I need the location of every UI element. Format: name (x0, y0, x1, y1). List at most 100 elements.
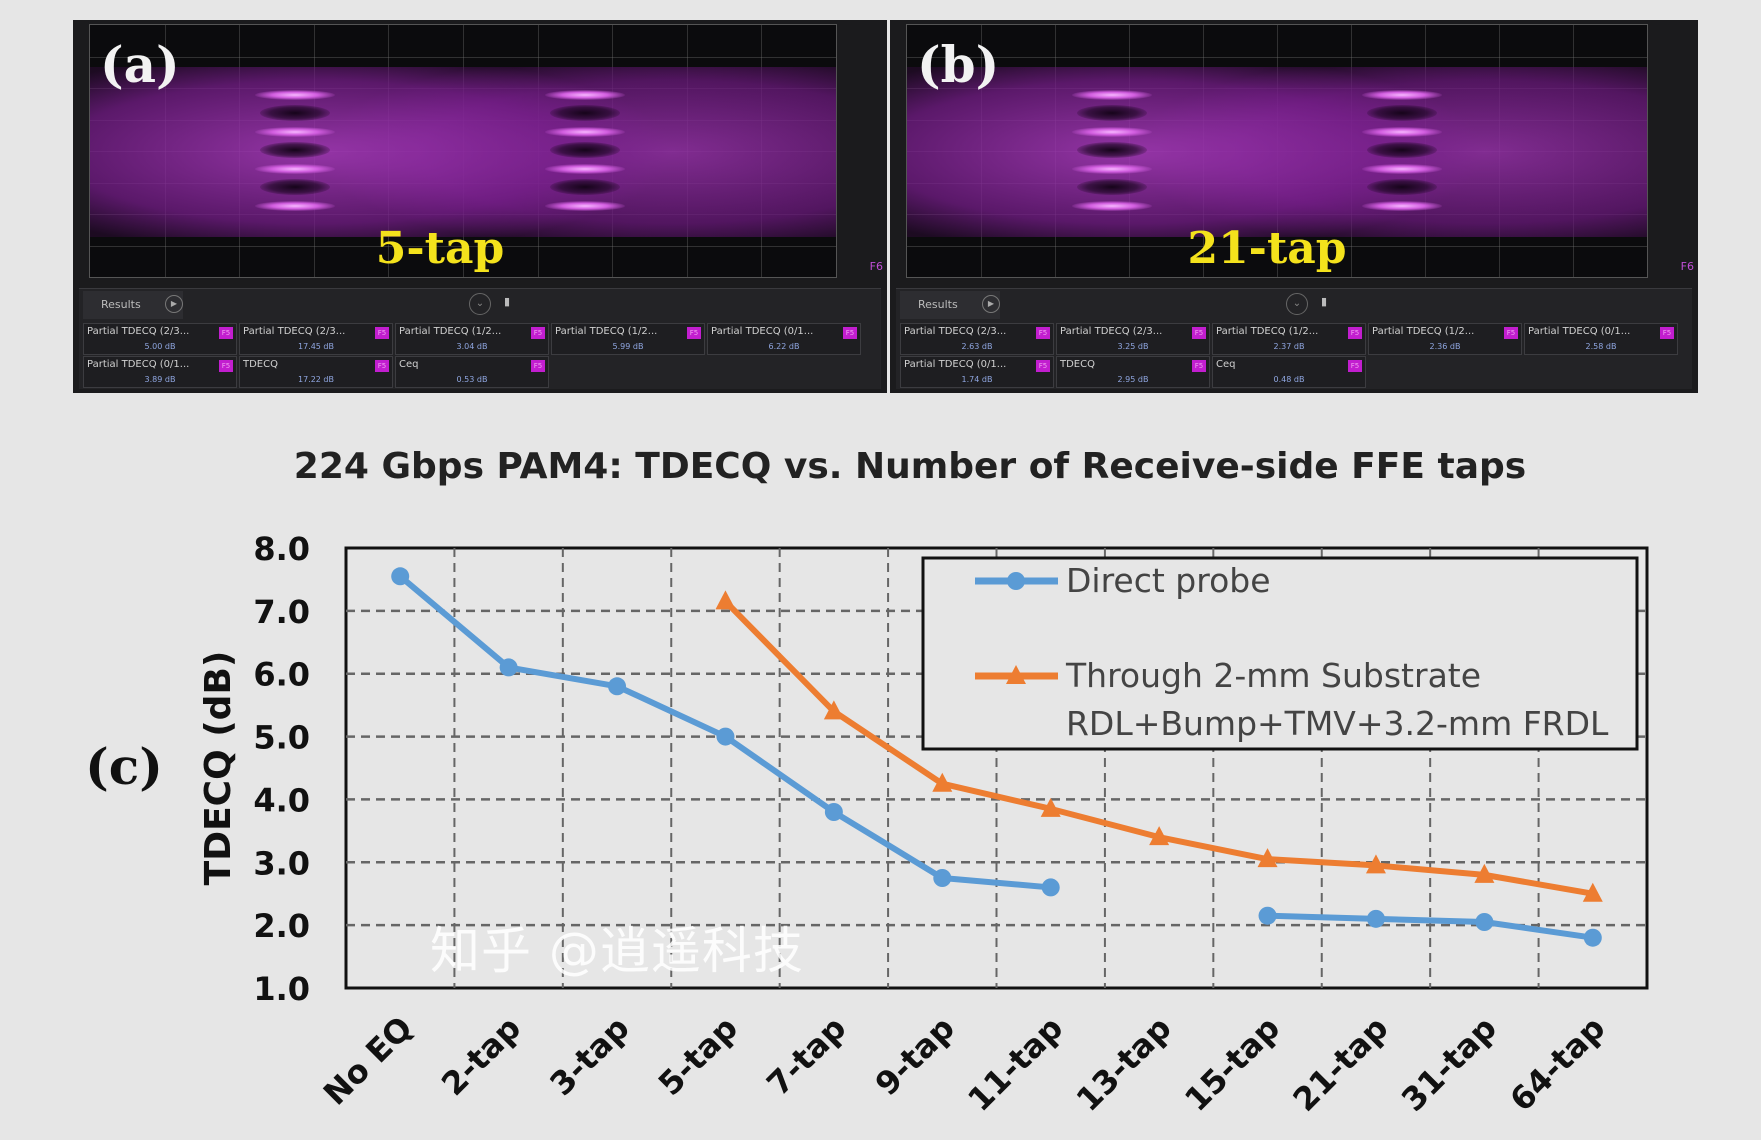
eye-crossing (1072, 72, 1152, 232)
y-tick-label: 5.0 (253, 719, 310, 757)
result-cell[interactable]: Partial TDECQ (2/3... F5 17.45 dB (239, 323, 393, 355)
result-title: Partial TDECQ (2/3... (904, 326, 1007, 337)
result-value: 6.22 dB (768, 342, 800, 351)
data-point (1475, 913, 1494, 931)
play-icon[interactable]: ▶ (982, 295, 1000, 313)
result-value: 5.00 dB (144, 342, 176, 351)
result-cell[interactable]: Ceq F5 0.53 dB (395, 356, 549, 388)
y-tick-label: 8.0 (253, 530, 310, 568)
result-value: 0.48 dB (1273, 375, 1305, 384)
results-tab[interactable]: Results (900, 291, 1000, 319)
result-value: 3.25 dB (1117, 342, 1149, 351)
source-badge: F5 (531, 327, 545, 339)
results-panel: Results ▶ ⌄ ▮ Partial TDECQ (2/3... F5 2.63… (896, 288, 1692, 389)
data-point (608, 677, 627, 696)
tap-label: 5-tap (375, 223, 505, 274)
legend-entry: Direct probe (1066, 561, 1271, 600)
x-tick-label: 31-tap (1394, 1009, 1504, 1119)
source-badge: F5 (1192, 360, 1206, 372)
eye-diagram: (b) 21-tap (906, 24, 1648, 278)
result-title: TDECQ (1060, 359, 1095, 370)
x-tick-label: 5-tap (651, 1009, 745, 1103)
result-cell[interactable]: Partial TDECQ (0/1... F5 2.58 dB (1524, 323, 1678, 355)
source-badge: F5 (219, 360, 233, 372)
result-value: 3.89 dB (144, 375, 176, 384)
data-point (823, 700, 844, 720)
source-badge: F5 (1348, 327, 1362, 339)
tap-label: 21-tap (1187, 223, 1347, 274)
eye-panel-a: (a) 5-tap F6 Results ▶ ⌄ ▮ Partial TDECQ (2/3.… (73, 20, 887, 393)
result-value: 2.37 dB (1273, 342, 1305, 351)
legend-marker (1007, 572, 1025, 590)
x-tick-label: 64-tap (1502, 1009, 1612, 1119)
panel-label: (b) (917, 35, 1000, 94)
marker-f6: F6 (1680, 260, 1694, 273)
result-value: 1.74 dB (961, 375, 993, 384)
result-cell[interactable]: Partial TDECQ (2/3... F5 2.63 dB (900, 323, 1054, 355)
result-cell[interactable]: Partial TDECQ (1/2... F5 5.99 dB (551, 323, 705, 355)
eye-diagram: (a) 5-tap (89, 24, 837, 278)
result-cell[interactable]: Partial TDECQ (1/2... F5 2.37 dB (1212, 323, 1366, 355)
pin-icon[interactable]: ▮ (504, 295, 511, 308)
source-badge: F5 (1192, 327, 1206, 339)
chart-label: (c) (85, 737, 163, 796)
result-cell[interactable]: Partial TDECQ (0/1... F5 6.22 dB (707, 323, 861, 355)
result-title: Ceq (399, 359, 419, 370)
source-badge: F5 (687, 327, 701, 339)
data-point (716, 727, 735, 746)
chevron-down-icon[interactable]: ⌄ (469, 293, 491, 315)
result-title: Partial TDECQ (1/2... (399, 326, 502, 337)
source-badge: F5 (219, 327, 233, 339)
result-title: Partial TDECQ (0/1... (904, 359, 1007, 370)
source-badge: F5 (1348, 360, 1362, 372)
result-cell[interactable]: TDECQ F5 2.95 dB (1056, 356, 1210, 388)
legend-entry: Through 2-mm Substrate (1065, 656, 1481, 695)
source-badge: F5 (843, 327, 857, 339)
result-value: 3.04 dB (456, 342, 488, 351)
panel-label: (a) (100, 35, 180, 94)
pin-icon[interactable]: ▮ (1321, 295, 1328, 308)
series-line-direct-probe (1267, 912, 1594, 941)
eye-crossing (1362, 72, 1442, 232)
data-point (715, 590, 736, 610)
result-cell[interactable]: Partial TDECQ (2/3... F5 5.00 dB (83, 323, 237, 355)
source-badge: F5 (1504, 327, 1518, 339)
source-badge: F5 (531, 360, 545, 372)
result-cell[interactable]: Partial TDECQ (1/2... F5 3.04 dB (395, 323, 549, 355)
result-cell[interactable]: Partial TDECQ (0/1... F5 1.74 dB (900, 356, 1054, 388)
result-cell[interactable]: Partial TDECQ (1/2... F5 2.36 dB (1368, 323, 1522, 355)
data-point (1041, 878, 1060, 897)
results-panel: Results ▶ ⌄ ▮ Partial TDECQ (2/3... F5 5.00… (79, 288, 881, 389)
result-value: 17.22 dB (297, 375, 334, 384)
result-title: Partial TDECQ (2/3... (1060, 326, 1163, 337)
result-cell[interactable]: TDECQ F5 17.22 dB (239, 356, 393, 388)
data-point (932, 772, 953, 792)
result-cell[interactable]: Partial TDECQ (0/1... F5 3.89 dB (83, 356, 237, 388)
data-point (1040, 797, 1061, 817)
result-title: Partial TDECQ (0/1... (87, 359, 190, 370)
result-title: Partial TDECQ (1/2... (1216, 326, 1319, 337)
result-value: 2.63 dB (961, 342, 993, 351)
y-tick-label: 4.0 (253, 781, 310, 819)
data-point (1474, 863, 1495, 883)
chevron-down-icon[interactable]: ⌄ (1286, 293, 1308, 315)
result-cell[interactable]: Partial TDECQ (2/3... F5 3.25 dB (1056, 323, 1210, 355)
result-title: Partial TDECQ (0/1... (711, 326, 814, 337)
x-tick-label: 11-tap (960, 1009, 1070, 1119)
result-title: Partial TDECQ (2/3... (243, 326, 346, 337)
chart-title: 224 Gbps PAM4: TDECQ vs. Number of Recei… (294, 446, 1526, 487)
play-icon[interactable]: ▶ (165, 295, 183, 313)
eye-traces (907, 67, 1647, 237)
x-tick-label: 9-tap (868, 1009, 962, 1103)
data-point (933, 869, 952, 887)
source-badge: F5 (1660, 327, 1674, 339)
source-badge: F5 (1036, 327, 1050, 339)
source-badge: F5 (1036, 360, 1050, 372)
result-value: 2.58 dB (1585, 342, 1617, 351)
x-tick-label: No EQ (316, 1009, 420, 1113)
y-tick-label: 2.0 (253, 907, 310, 945)
result-title: Partial TDECQ (0/1... (1528, 326, 1631, 337)
data-point (1258, 906, 1277, 925)
result-cell[interactable]: Ceq F5 0.48 dB (1212, 356, 1366, 388)
